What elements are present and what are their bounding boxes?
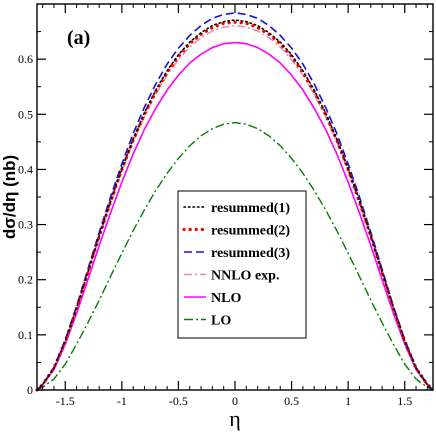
y-tick-label: 0.2 <box>18 273 33 287</box>
y-tick-label: 0.6 <box>18 52 33 66</box>
x-tick-label: -1.5 <box>56 394 75 408</box>
panel-label: (a) <box>67 27 90 49</box>
axis-layer: -1.5 -1 -0.5 0 0.5 1 1.5 0 0.1 0.2 0.3 0.4 0.5 0.6 <box>18 4 433 408</box>
x-tick-label: 1.5 <box>397 394 412 408</box>
legend-label-resummed-2: resummed(2) <box>211 224 290 239</box>
legend-label-nlo: NLO <box>211 291 241 306</box>
x-axis-title: η <box>229 406 241 431</box>
y-tick-label: 0.4 <box>18 162 33 176</box>
legend-label-resummed-1: resummed(1) <box>211 201 290 216</box>
y-tick-label: 0.3 <box>18 218 33 232</box>
legend-label-lo: LO <box>211 314 231 329</box>
series-layer <box>35 12 435 392</box>
legend-label-resummed-3: resummed(3) <box>211 246 290 261</box>
x-tick-label: 1 <box>345 394 351 408</box>
series-line-resummed-1 <box>36 19 434 391</box>
x-tick-label: -0.5 <box>169 394 188 408</box>
x-tick-label: 0.5 <box>284 394 299 408</box>
legend-items: resummed(1) resummed(2) resummed(3) NNLO ex… <box>182 201 290 329</box>
series-line-lo <box>36 121 434 391</box>
y-tick-label: 0.5 <box>18 107 33 121</box>
series-line-resummed-2 <box>35 20 435 392</box>
x-tick-label: 0 <box>232 394 238 408</box>
y-tick-label: 0.1 <box>18 328 33 342</box>
y-tick-label: 0 <box>27 383 33 397</box>
x-tick-label: -1 <box>117 394 127 408</box>
legend-box <box>177 190 307 339</box>
legend: resummed(1) resummed(2) resummed(3) NNLO ex… <box>177 190 307 339</box>
series-line-nlo <box>36 41 434 391</box>
y-axis-title: dσ/dη (nb) <box>0 155 19 239</box>
legend-label-nnlo-exp: NNLO exp. <box>211 269 279 284</box>
